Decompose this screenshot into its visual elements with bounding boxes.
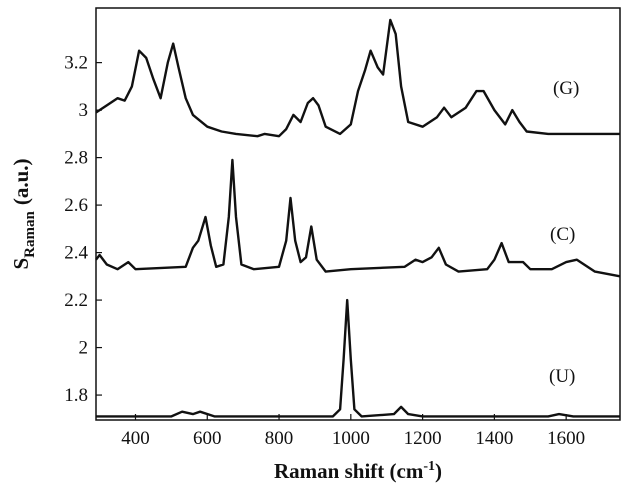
series-label: (C) [550,224,575,245]
y-label-sub: Raman [22,211,38,258]
x-tick-label: 1200 [404,428,442,449]
series-label: (G) [553,78,579,99]
x-label-end: ) [435,459,442,483]
y-label-unit: (a.u.) [9,158,33,205]
x-tick-label: 400 [121,428,150,449]
spectrum-line [95,18,620,138]
y-tick-label: 1.8 [64,385,88,406]
x-label-main: Raman shift (cm [274,459,424,483]
y-tick-label: 2.4 [64,243,88,264]
y-label-main: S [9,258,33,270]
y-tick-label: 2.6 [64,195,88,216]
spectrum-line [96,298,620,418]
x-tick-label: 1000 [332,428,370,449]
y-tick-label: 3.2 [64,53,88,74]
y-axis-label: SRaman (a.u.) [9,158,38,269]
x-tick-label: 600 [193,428,222,449]
x-tick-label: 1400 [475,428,513,449]
spectrum-line [95,158,621,278]
series-label: (U) [549,366,575,387]
plot-frame [95,7,621,421]
y-tick-label: 2 [79,338,89,359]
x-tick-label: 1600 [547,428,585,449]
x-tick-label: 800 [265,428,294,449]
y-tick-label: 2.2 [64,290,88,311]
x-axis-label: Raman shift (cm-1) [274,459,442,483]
x-label-sup: -1 [423,459,435,474]
y-tick-label: 3 [79,100,89,121]
y-tick-label: 2.8 [64,148,88,169]
